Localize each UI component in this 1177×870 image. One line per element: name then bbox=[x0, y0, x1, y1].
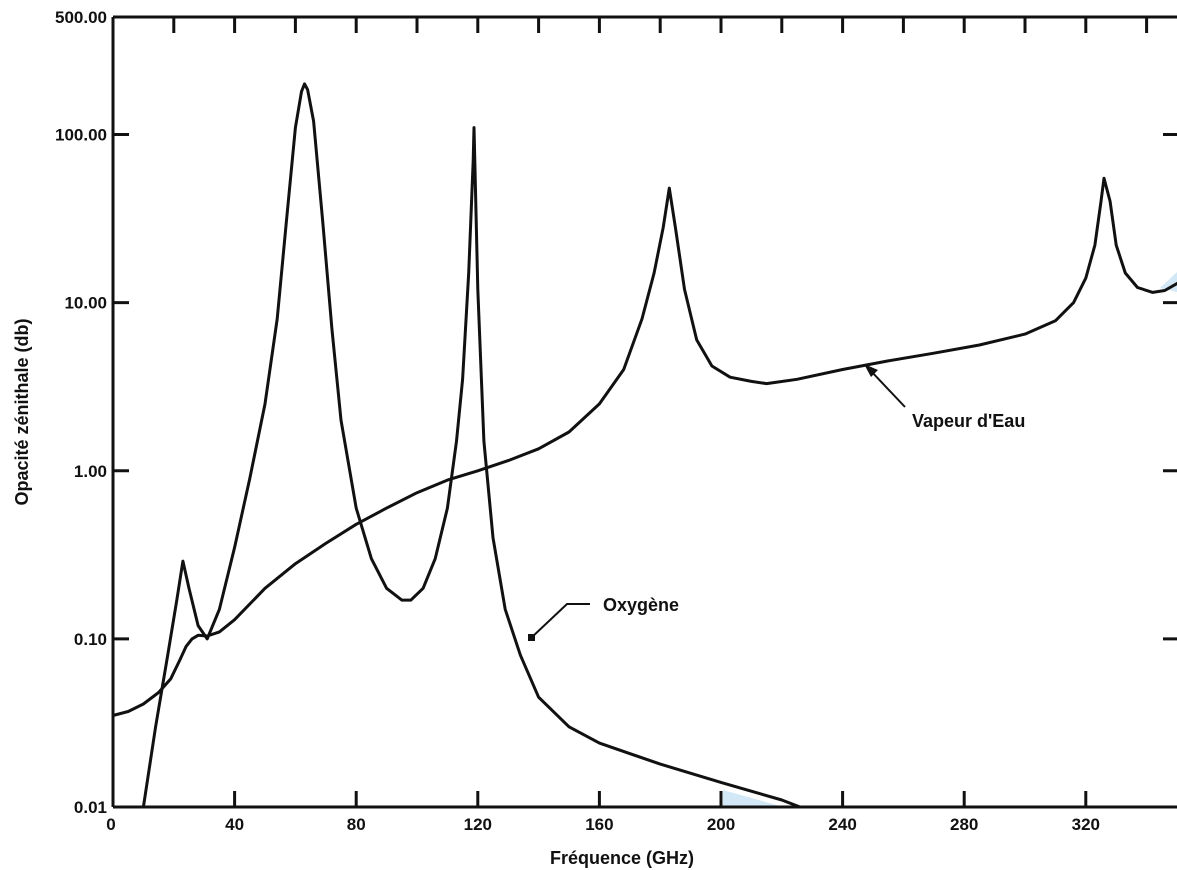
highlight-oxygen-tail bbox=[723, 790, 780, 806]
y-tick-label: 1.00 bbox=[74, 462, 107, 481]
x-tick-label: 320 bbox=[1072, 815, 1100, 834]
x-tick-label: 280 bbox=[950, 815, 978, 834]
x-tick-label: 0 bbox=[106, 815, 115, 834]
y-tick-label: 10.00 bbox=[64, 294, 107, 313]
series-layer bbox=[111, 82, 1177, 809]
x-tick-label: 40 bbox=[225, 815, 244, 834]
axis-frame bbox=[111, 15, 1177, 809]
oxygen-leader-marker bbox=[528, 634, 535, 641]
annotation-oxygen: Oxygène bbox=[528, 595, 679, 641]
y-tick-label: 500.00 bbox=[55, 8, 107, 27]
oxygen-leader-line bbox=[530, 603, 590, 639]
x-axis-title: Fréquence (GHz) bbox=[550, 848, 694, 868]
annotation-water-vapour: Vapeur d'Eau bbox=[864, 364, 1025, 431]
y-axis-title: Opacité zénithale (db) bbox=[12, 318, 32, 505]
vapeur-label: Vapeur d'Eau bbox=[912, 411, 1025, 431]
series-line-vapeur-d-eau bbox=[111, 176, 1177, 717]
x-tick-label: 120 bbox=[464, 815, 492, 834]
vapeur-leader-arrowhead bbox=[864, 364, 878, 377]
y-tick-label: 0.01 bbox=[74, 798, 107, 817]
ticks-layer bbox=[111, 15, 1177, 809]
series-line-oxyg-ne bbox=[141, 82, 802, 809]
x-tick-label: 200 bbox=[707, 815, 735, 834]
vapeur-leader-line bbox=[869, 369, 906, 408]
tick-labels-layer: 0 40 80 120 160 200 240 280 320 0.01 0.10 1.00 10.00… bbox=[55, 8, 1100, 834]
plot-area bbox=[113, 17, 1177, 807]
oxygen-label: Oxygène bbox=[603, 595, 679, 615]
y-tick-label: 100.00 bbox=[55, 126, 107, 145]
x-tick-label: 160 bbox=[585, 815, 613, 834]
y-tick-label: 0.10 bbox=[74, 630, 107, 649]
x-tick-label: 240 bbox=[828, 815, 856, 834]
x-tick-label: 80 bbox=[347, 815, 366, 834]
